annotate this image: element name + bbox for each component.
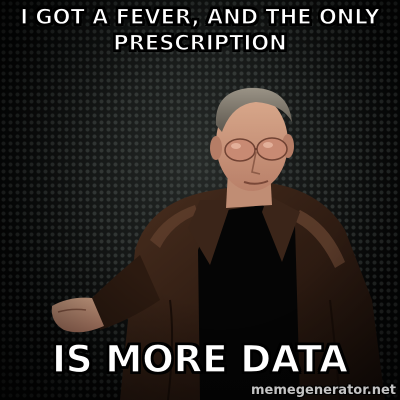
meme-bottom-caption: IS MORE DATA (52, 337, 349, 381)
meme-top-caption: I GOT A FEVER, AND THE ONLY PRESCRIPTION (20, 4, 381, 55)
watermark: memegenerator.net (250, 383, 396, 398)
